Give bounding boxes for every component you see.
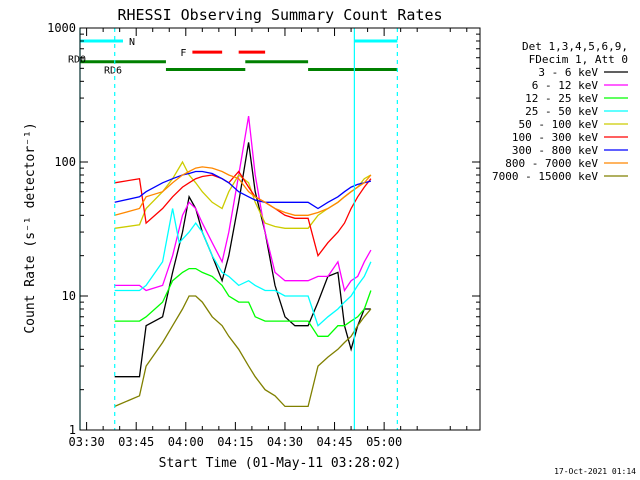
- legend-label-100-300-kev: 100 - 300 keV: [512, 131, 598, 144]
- legend-label-6-12-kev: 6 - 12 keV: [532, 79, 599, 92]
- x-axis-label: Start Time (01-May-11 03:28:02): [159, 456, 402, 471]
- footer-timestamp: 17-Oct-2021 01:14: [554, 467, 636, 476]
- x-tick-label: 03:45: [118, 435, 154, 449]
- x-tick-label: 04:45: [316, 435, 352, 449]
- legend-label-7000-15000-kev: 7000 - 15000 keV: [492, 170, 598, 183]
- x-tick-label: 04:00: [168, 435, 204, 449]
- legend-label-300-800-kev: 300 - 800 keV: [512, 144, 598, 157]
- legend-header-line: Det 1,3,4,5,6,9,: [522, 40, 628, 53]
- series-line-7000-15000-kev-kev: [114, 295, 372, 408]
- x-tick-label: 04:30: [267, 435, 303, 449]
- status-bar-label-n: N: [129, 37, 135, 48]
- series-layer: [114, 115, 372, 408]
- status-bars-layer: N F RD0 RD6: [68, 37, 398, 77]
- legend-label-12-25-kev: 12 - 25 keV: [525, 92, 598, 105]
- series-line-3-6-kev-kev: [114, 142, 371, 378]
- series-line-12-25-kev-kev: [114, 267, 372, 337]
- y-tick-label: 1000: [47, 21, 76, 35]
- x-tick-label: 04:15: [217, 435, 253, 449]
- legend-label-800-7000-kev: 800 - 7000 keV: [505, 157, 598, 170]
- legend: Det 1,3,4,5,6,9,FDecim 1, Att 03 - 6 keV…: [492, 40, 628, 183]
- series-line-25-50-kev-kev: [114, 208, 372, 327]
- legend-label-3-6-kev: 3 - 6 keV: [538, 66, 598, 79]
- y-tick-label: 1: [69, 423, 76, 437]
- x-tick-label: 05:00: [366, 435, 402, 449]
- legend-label-50-100-kev: 50 - 100 keV: [519, 118, 599, 131]
- y-tick-label: 100: [54, 155, 76, 169]
- axis-ticks-layer: 03:30 03:45 04:00 04:15 04:30 04:45 05:00 1 10 10…: [47, 21, 480, 449]
- status-bar-label-f: F: [180, 48, 186, 59]
- series-line-100-300-kev-kev: [114, 170, 372, 258]
- y-tick-label: 10: [62, 289, 76, 303]
- x-tick-label: 03:30: [69, 435, 105, 449]
- series-line-300-800-kev-kev: [114, 170, 372, 210]
- plot-frame: [79, 27, 481, 431]
- legend-header-line: FDecim 1, Att 0: [529, 53, 628, 66]
- legend-label-25-50-kev: 25 - 50 keV: [525, 105, 598, 118]
- status-bar-label-rd0: RD0: [68, 55, 86, 66]
- series-line-800-7000-kev-kev: [114, 166, 372, 216]
- y-axis-label: Count Rate (s⁻¹ detector⁻¹): [23, 122, 38, 333]
- status-bar-label-rd6: RD6: [104, 66, 122, 77]
- chart-title: RHESSI Observing Summary Count Rates: [117, 6, 442, 24]
